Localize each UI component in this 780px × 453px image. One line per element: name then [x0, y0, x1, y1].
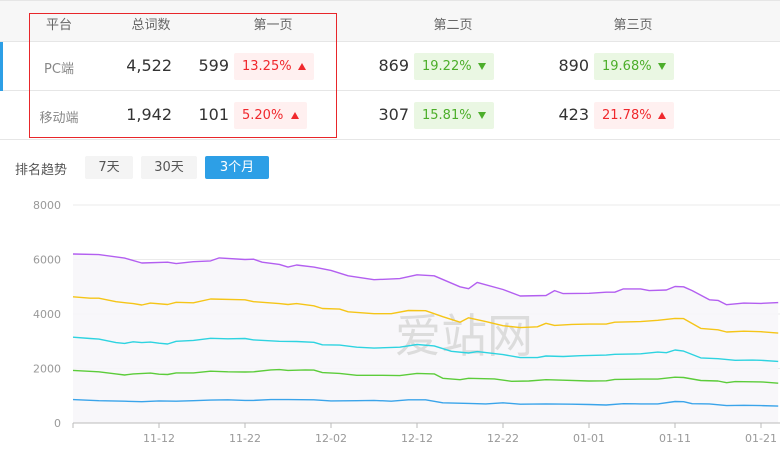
table-row-mobile[interactable]: 移动端 1,942 101 5.20% 307 15.81% 423 21.78…	[0, 91, 780, 140]
series-line	[72, 253, 779, 306]
arrow-up-icon	[658, 112, 666, 119]
y-tick-label: 2000	[33, 363, 61, 376]
page3-pct-badge: 21.78%	[594, 102, 674, 129]
arrow-down-icon	[478, 63, 486, 70]
platform-name: 移动端	[39, 111, 79, 126]
range-7d-button[interactable]: 7天	[85, 156, 133, 179]
x-tick-label: 12-22	[487, 432, 519, 445]
x-tick-label: 12-12	[401, 432, 433, 445]
arrow-up-icon	[298, 63, 306, 70]
pct-text: 15.81%	[422, 108, 472, 123]
selected-indicator	[0, 42, 3, 91]
y-tick-label: 6000	[33, 254, 61, 267]
x-tick-label: 01-21	[745, 432, 777, 445]
page3-pct-badge: 19.68%	[594, 53, 674, 80]
series-line	[72, 296, 779, 334]
table-row-pc[interactable]: PC端 4,522 599 13.25% 869 19.22% 890 19.6…	[0, 42, 780, 91]
x-tick-label: 11-22	[229, 432, 261, 445]
pct-text: 5.20%	[242, 108, 284, 123]
page2-count: 307	[378, 105, 409, 124]
watermark: 爱站网	[395, 309, 533, 363]
series-line	[72, 336, 779, 363]
arrow-down-icon	[478, 112, 486, 119]
page1-count: 599	[198, 56, 229, 75]
page1-count: 101	[198, 105, 229, 124]
page1-pct-badge: 5.20%	[234, 102, 307, 129]
page2-pct-badge: 19.22%	[414, 53, 494, 80]
header-platform: 平台	[45, 18, 73, 33]
trend-chart: 爱站网 0 2000 4000 6000 8000 11-12 11-22 12-02 12-1…	[33, 199, 780, 445]
header-page2: 第二页	[433, 18, 473, 33]
x-tick-label: 12-02	[315, 432, 347, 445]
pct-text: 13.25%	[242, 59, 292, 74]
pct-text: 21.78%	[602, 108, 652, 123]
header-page1: 第一页	[253, 18, 293, 33]
range-30d-button[interactable]: 30天	[141, 156, 197, 179]
x-tick-label: 01-01	[573, 432, 605, 445]
x-tick-label: 11-12	[143, 432, 175, 445]
y-tick-label: 4000	[33, 308, 61, 321]
page1-pct-badge: 13.25%	[234, 53, 314, 80]
highlight-box	[29, 13, 337, 138]
total-count: 4,522	[126, 56, 172, 75]
header-page3: 第三页	[613, 18, 653, 33]
series-line	[72, 368, 779, 384]
y-tick-label: 8000	[33, 199, 61, 212]
x-tick-label: 01-11	[659, 432, 691, 445]
table-header: 平台 总词数 第一页 第二页 第三页	[0, 0, 780, 42]
header-total: 总词数	[131, 18, 171, 33]
pct-text: 19.22%	[422, 59, 472, 74]
total-count: 1,942	[126, 105, 172, 124]
range-3m-button[interactable]: 3个月	[205, 156, 269, 179]
pct-text: 19.68%	[602, 59, 652, 74]
y-tick-label: 0	[54, 417, 61, 430]
platform-name: PC端	[44, 62, 74, 77]
arrow-up-icon	[291, 112, 299, 119]
series-line	[72, 398, 779, 407]
page2-count: 869	[378, 56, 409, 75]
trend-label: 排名趋势	[15, 163, 68, 178]
arrow-down-icon	[658, 63, 666, 70]
page3-count: 423	[558, 105, 589, 124]
page2-pct-badge: 15.81%	[414, 102, 494, 129]
page3-count: 890	[558, 56, 589, 75]
